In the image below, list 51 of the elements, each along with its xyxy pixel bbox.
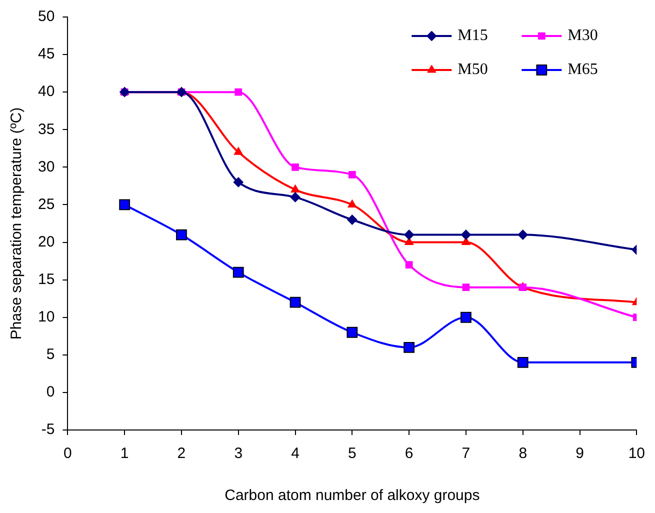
legend-label: M15 xyxy=(458,27,488,44)
x-tick-label: 10 xyxy=(628,445,645,462)
point xyxy=(460,312,472,323)
point xyxy=(404,230,414,240)
point xyxy=(234,147,243,155)
point xyxy=(346,326,358,338)
legend-label: M50 xyxy=(458,61,488,78)
x-axis-title: Carbon atom number of alkoxy groups xyxy=(224,487,480,504)
y-tick-label: -5 xyxy=(41,421,55,438)
y-tick-label: 5 xyxy=(46,346,55,364)
x-tick-label: 4 xyxy=(291,445,300,462)
point xyxy=(517,356,528,368)
y-tick-label: 0 xyxy=(46,384,55,401)
point xyxy=(347,214,358,225)
x-tick-label: 1 xyxy=(120,445,129,462)
point xyxy=(348,200,357,208)
point xyxy=(233,177,244,188)
x-tick-label: 7 xyxy=(462,445,470,462)
y-tick-label: 15 xyxy=(38,270,55,288)
legend-label: M30 xyxy=(568,27,598,44)
point xyxy=(234,88,242,96)
x-tick-label: 8 xyxy=(518,445,528,462)
point xyxy=(405,261,413,268)
point xyxy=(462,284,470,292)
x-tick-label: 9 xyxy=(576,445,584,462)
y-axis-title: Phase separation temperature (ºC) xyxy=(8,107,26,340)
legend-label: M65 xyxy=(568,61,598,78)
point xyxy=(290,192,300,202)
x-tick-label: 2 xyxy=(177,445,186,462)
x-tick-label: 0 xyxy=(64,445,72,462)
point xyxy=(176,229,187,240)
point xyxy=(232,266,244,278)
point xyxy=(348,171,356,178)
point xyxy=(404,342,415,353)
y-tick-label: 30 xyxy=(38,158,55,176)
y-tick-label: 40 xyxy=(38,83,55,100)
y-tick-label: 45 xyxy=(38,46,55,63)
point xyxy=(292,164,299,171)
point xyxy=(119,199,130,210)
x-tick-label: 5 xyxy=(348,445,356,462)
y-tick-label: 50 xyxy=(38,8,55,26)
point xyxy=(460,230,471,240)
x-tick-label: 6 xyxy=(404,445,414,462)
y-tick-label: 25 xyxy=(38,196,55,213)
point xyxy=(290,296,301,308)
y-tick-label: 10 xyxy=(38,308,55,326)
point xyxy=(518,230,528,240)
y-tick-label: 35 xyxy=(38,120,55,138)
point xyxy=(290,184,300,192)
x-tick-label: 3 xyxy=(234,445,243,462)
y-tick-label: 20 xyxy=(38,233,55,250)
